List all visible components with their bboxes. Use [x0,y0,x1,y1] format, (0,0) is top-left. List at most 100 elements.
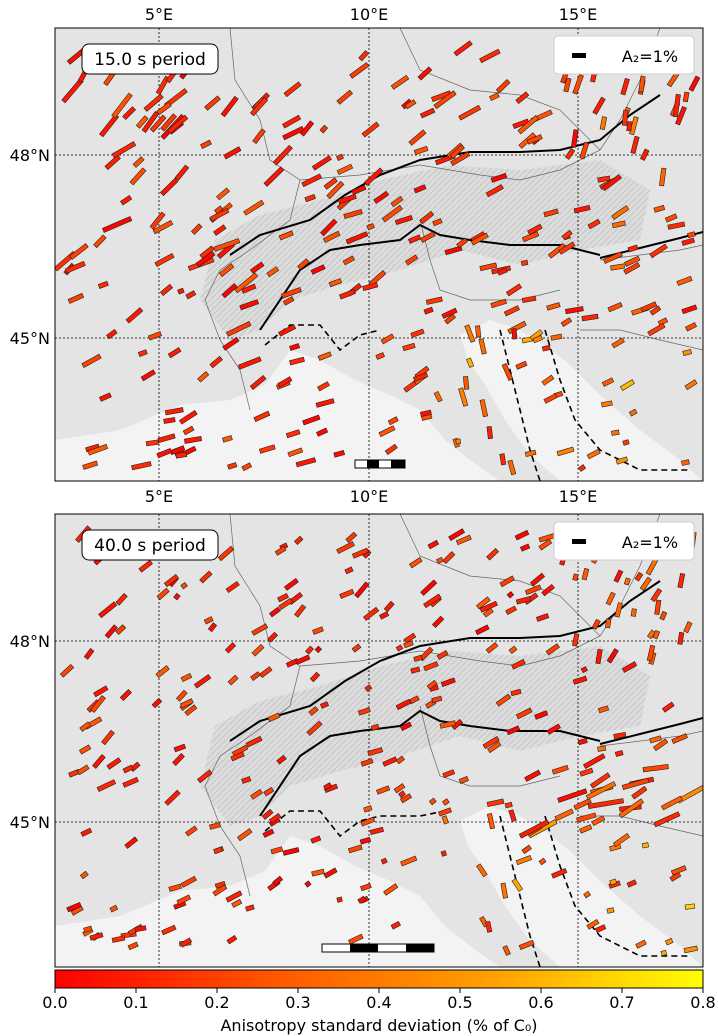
anisotropy-bar [684,903,696,910]
anisotropy-bar [404,99,417,110]
anisotropy-bar [444,245,463,256]
anisotropy-bar [310,835,322,844]
anisotropy-bar [193,674,212,689]
anisotropy-bar [226,934,238,945]
anisotropy-bar [423,661,439,672]
anisotropy-bar [615,456,629,465]
anisotropy-bar [183,435,203,444]
anisotropy-bar [225,580,240,594]
anisotropy-bar [423,593,442,609]
anisotropy-bar [589,772,611,789]
major-faults [229,580,703,817]
anisotropy-bar [486,798,505,808]
anisotropy-bar [639,148,650,161]
anisotropy-bar [363,606,380,621]
anisotropy-bar [431,695,443,704]
anisotropy-bar [611,220,626,229]
anisotropy-bar [688,75,701,92]
anisotropy-bar [293,535,304,546]
anisotropy-bar [458,104,482,121]
anisotropy-bar [326,180,345,200]
anisotropy-bar [511,878,524,892]
anisotropy-bar [524,584,542,596]
anisotropy-bar [316,427,329,437]
colorbar-tick-label: 0.6 [528,993,553,1012]
anisotropy-bar [351,184,367,195]
anisotropy-bar [239,299,260,311]
anisotropy-bar [289,343,301,351]
anisotropy-bar [395,755,406,765]
anisotropy-bar [367,747,384,757]
anisotropy-bar [456,237,468,249]
anisotropy-bar [311,868,325,877]
anisotropy-bar [310,264,326,275]
anisotropy-bar [225,890,243,903]
anisotropy-bar [475,596,491,610]
anisotropy-bar [237,356,262,370]
anisotropy-bar [336,896,343,903]
anisotropy-bar [267,712,281,723]
anisotropy-bar [179,937,193,948]
anisotropy-bar [671,733,688,745]
anisotropy-bar [59,663,75,678]
anisotropy-bar [619,379,635,391]
anisotropy-bar [510,688,522,697]
anisotropy-bar [224,642,237,654]
anisotropy-bar [106,757,122,770]
anisotropy-bar [395,698,412,710]
lon-tick-15e-bottom: 15°E [559,487,597,506]
colorbar-tick-label: 0.3 [285,993,310,1012]
anisotropy-bar [515,707,533,720]
anisotropy-bar [631,785,648,800]
anisotropy-bar [319,701,330,709]
anisotropy-bar [677,572,686,589]
anisotropy-bar [218,263,235,277]
anisotropy-bar [272,875,284,886]
anisotropy-bar [357,707,371,716]
anisotropy-bar [294,604,307,618]
anisotropy-bar [419,210,435,225]
anisotropy-bar [654,599,662,616]
anisotropy-bar [489,92,500,102]
anisotropy-bar [320,218,338,237]
anisotropy-bar [428,797,437,806]
anisotropy-bar [572,74,584,95]
anisotropy-bar [672,93,681,118]
legend-scale-bar [572,539,586,544]
anisotropy-bar [297,258,310,271]
anisotropy-bar [163,417,176,424]
anisotropy-bar [302,414,321,426]
anisotropy-bar [253,410,271,423]
anisotropy-bar [172,753,185,766]
anisotropy-bar [245,904,255,912]
anisotropy-bar [609,878,618,886]
anisotropy-bar [572,675,588,685]
anisotropy-bar [597,745,607,752]
anisotropy-bar [369,826,384,835]
scale-bar [354,459,406,469]
anisotropy-bar [159,283,174,296]
anisotropy-bar [462,375,470,390]
anisotropy-bar [241,283,257,294]
anisotropy-bar [99,392,112,402]
anisotropy-bar [606,907,615,914]
anisotropy-bar [585,781,617,800]
legend-label: A₂=1% [622,47,678,66]
anisotropy-bar [470,232,489,246]
legend-label: A₂=1% [622,533,678,552]
anisotropy-bar [333,449,346,458]
anisotropy-bar [595,648,603,665]
anisotropy-bar [458,387,469,407]
anisotropy-bar [614,602,623,618]
anisotropy-bar [270,846,284,855]
anisotropy-bar [486,426,494,440]
anisotropy-bar [261,808,274,820]
anisotropy-bar [345,531,358,544]
anisotropy-bar [431,615,445,629]
anisotropy-bar [420,409,432,417]
anisotropy-bar [323,782,333,791]
anisotropy-bar [410,666,421,674]
anisotropy-bar [413,145,429,155]
legend-box [553,521,695,561]
anisotropy-bar [115,592,128,606]
